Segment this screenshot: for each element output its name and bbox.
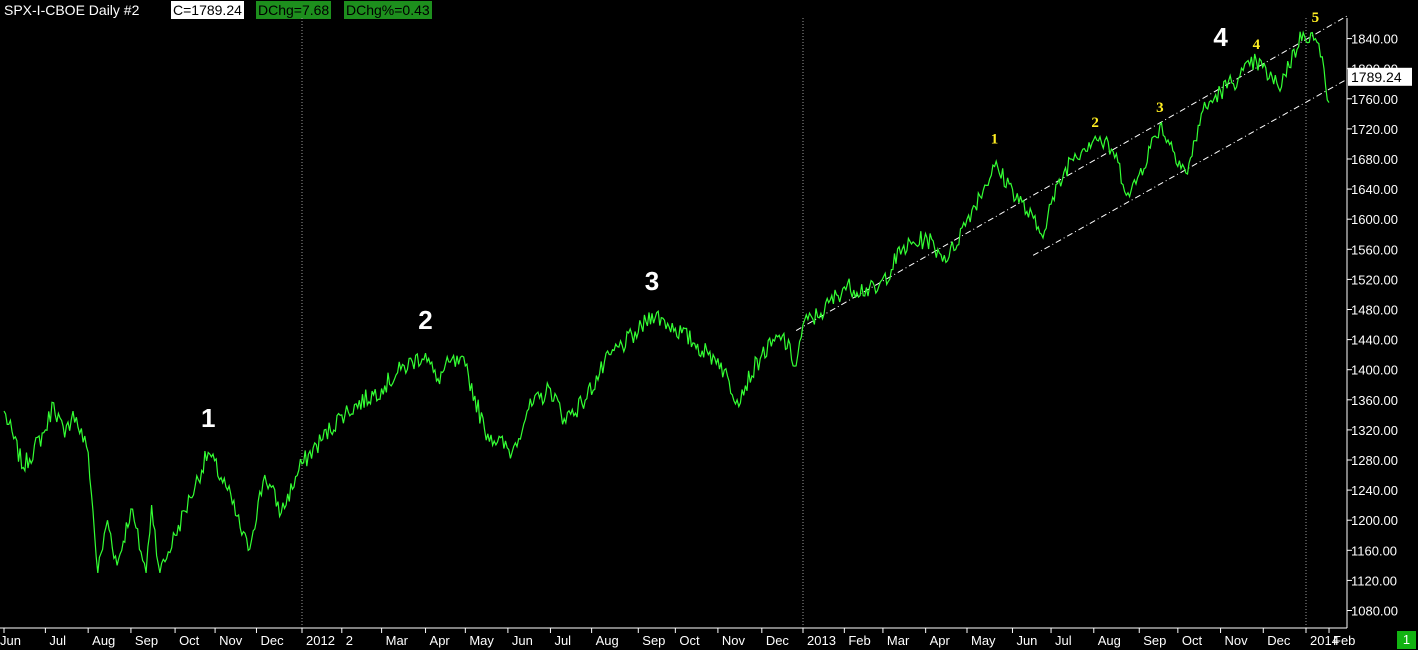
minor-wave-label: 2 (1091, 115, 1099, 131)
y-tick-label: 1160.00 (1351, 543, 1397, 558)
x-tick-label: Jun (0, 633, 21, 648)
major-wave-label: 3 (645, 266, 659, 296)
x-tick-label: Jun (512, 633, 533, 648)
y-tick-label: 1280.00 (1351, 453, 1398, 468)
y-tick-label: 1600.00 (1351, 212, 1398, 227)
x-tick-label: Sep (1143, 633, 1166, 648)
x-tick-label: Sep (642, 633, 665, 648)
y-tick-label: 1840.00 (1351, 32, 1398, 47)
minor-wave-label: 3 (1156, 100, 1164, 116)
y-tick-label: 1360.00 (1351, 393, 1398, 408)
x-tick-label: Apr (930, 633, 951, 648)
x-tick-label: Feb (1333, 633, 1355, 648)
chart-symbol-label: SPX-I-CBOE Daily #2 (4, 2, 140, 18)
last-price-box (1348, 67, 1412, 86)
y-tick-label: 1520.00 (1351, 272, 1398, 287)
x-tick-label: Oct (1182, 633, 1203, 648)
channel-trendline (1032, 78, 1348, 256)
daily-change-percent-badge: DChg%=0.43 (344, 1, 432, 19)
x-tick-label: Aug (596, 633, 619, 648)
x-tick-label: 2013 (807, 633, 836, 648)
minor-wave-label: 4 (1253, 37, 1261, 53)
x-tick-label: Mar (386, 633, 409, 648)
x-tick-label: Mar (887, 633, 910, 648)
y-tick-label: 1120.00 (1351, 573, 1397, 588)
major-wave-label: 4 (1213, 22, 1228, 52)
x-tick-label: Feb (848, 633, 870, 648)
x-tick-label: Jul (1055, 633, 1072, 648)
y-tick-label: 1720.00 (1351, 122, 1398, 137)
y-tick-label: 1680.00 (1351, 152, 1398, 167)
x-tick-label: May (971, 633, 996, 648)
close-price-badge: C=1789.24 (171, 1, 244, 19)
y-tick-label: 1320.00 (1351, 423, 1398, 438)
x-tick-label: May (469, 633, 494, 648)
page-number-badge[interactable]: 1 (1397, 631, 1416, 649)
y-tick-label: 1480.00 (1351, 303, 1398, 318)
y-tick-label: 1200.00 (1351, 513, 1398, 528)
x-tick-label: 2012 (306, 633, 335, 648)
channel-trendline (795, 15, 1348, 332)
y-tick-label: 1640.00 (1351, 182, 1398, 197)
last-price-label: 1789.24 (1351, 69, 1402, 85)
x-tick-label: Aug (1098, 633, 1121, 648)
minor-wave-label: 1 (991, 132, 999, 148)
x-tick-label: 2 (346, 633, 353, 648)
x-tick-label: Nov (1225, 633, 1249, 648)
x-tick-label: Nov (219, 633, 243, 648)
x-tick-label: Jun (1016, 633, 1037, 648)
y-tick-label: 1400.00 (1351, 363, 1398, 378)
x-tick-label: Apr (430, 633, 451, 648)
x-tick-label: Oct (179, 633, 200, 648)
minor-wave-label: 5 (1312, 10, 1320, 26)
y-tick-label: 1240.00 (1351, 483, 1398, 498)
y-tick-label: 1760.00 (1351, 92, 1398, 107)
x-tick-label: Sep (135, 633, 158, 648)
price-series-line (3, 30, 1330, 574)
x-tick-label: Aug (92, 633, 115, 648)
x-tick-label: Nov (722, 633, 746, 648)
x-tick-label: Jul (49, 633, 66, 648)
x-tick-label: Oct (679, 633, 700, 648)
major-wave-label: 1 (201, 403, 215, 433)
x-tick-label: Dec (1267, 633, 1291, 648)
x-tick-label: Dec (766, 633, 790, 648)
major-wave-label: 2 (418, 305, 432, 335)
y-tick-label: 1080.00 (1351, 604, 1398, 619)
x-tick-label: Jul (554, 633, 571, 648)
y-tick-label: 1440.00 (1351, 333, 1398, 348)
daily-change-badge: DChg=7.68 (256, 1, 332, 19)
x-tick-label: 2014 (1310, 633, 1339, 648)
x-tick-label: Dec (260, 633, 284, 648)
y-tick-label: 1560.00 (1351, 242, 1398, 257)
